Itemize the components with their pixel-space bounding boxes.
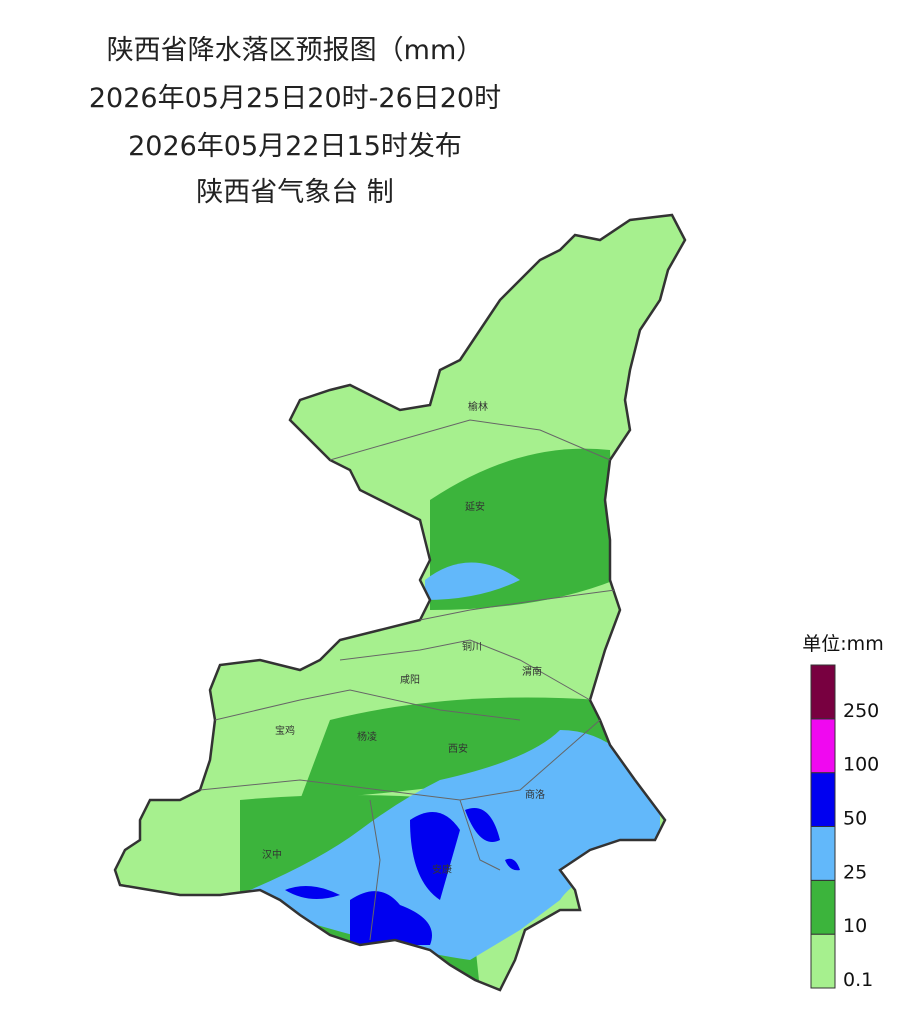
legend-swatch — [810, 718, 836, 774]
city-label: 西安 — [448, 742, 468, 755]
legend-swatch — [810, 879, 836, 935]
issue-time: 2026年05月22日15时发布 — [128, 131, 462, 162]
legend-swatch — [810, 933, 836, 989]
legend-label: 250 — [843, 700, 879, 722]
city-label: 宝鸡 — [275, 724, 295, 737]
city-label: 铜川 — [462, 641, 482, 653]
city-label: 榆林 — [468, 400, 488, 413]
city-label: 咸阳 — [400, 674, 420, 686]
legend-label: 10 — [843, 915, 867, 937]
legend-unit: 单位:mm — [802, 633, 883, 655]
legend-swatch — [810, 826, 836, 881]
title: 陕西省降水落区预报图（mm） — [106, 35, 484, 66]
city-label: 杨凌 — [357, 730, 377, 743]
city-label: 延安 — [465, 500, 485, 513]
legend-swatch — [810, 772, 836, 828]
city-label: 渭南 — [522, 665, 542, 678]
legend-label: 0.1 — [843, 969, 873, 991]
city-label: 商洛 — [525, 788, 545, 801]
subtitle: 2026年05月25日20时-26日20时 — [88, 83, 502, 114]
issuer: 陕西省气象台 制 — [196, 177, 394, 208]
legend-label: 50 — [843, 808, 867, 830]
city-label: 安康 — [432, 863, 452, 876]
borders — [199, 419, 616, 941]
legend-label: 100 — [843, 754, 879, 776]
legend-label: 25 — [843, 861, 867, 883]
city-label: 汉中 — [262, 848, 282, 861]
legend-swatch — [810, 664, 836, 720]
